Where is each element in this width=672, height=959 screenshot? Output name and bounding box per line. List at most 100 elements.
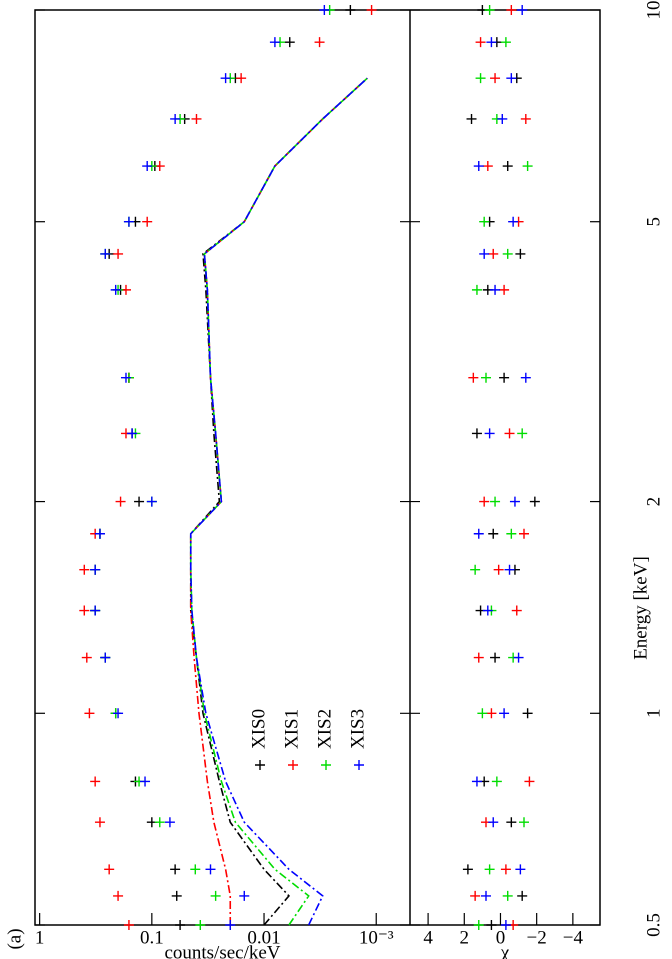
data-point bbox=[488, 817, 499, 828]
data-point bbox=[520, 372, 531, 383]
data-point bbox=[113, 708, 124, 719]
data-point bbox=[94, 528, 105, 539]
data-point bbox=[490, 284, 501, 295]
data-point bbox=[482, 605, 493, 616]
y-tick-label: −4 bbox=[563, 927, 584, 948]
legend-label: XIS2 bbox=[314, 709, 335, 749]
legend-marker bbox=[321, 760, 331, 770]
model-component bbox=[189, 77, 368, 926]
data-point bbox=[506, 73, 517, 84]
data-point bbox=[479, 216, 490, 227]
data-point bbox=[522, 708, 533, 719]
data-point bbox=[164, 817, 175, 828]
legend-marker bbox=[354, 760, 364, 770]
data-point bbox=[140, 776, 151, 787]
data-point bbox=[473, 161, 484, 172]
data-point bbox=[519, 528, 529, 539]
data-point bbox=[529, 496, 540, 507]
y-tick-label: 0 bbox=[496, 927, 506, 948]
data-point bbox=[190, 864, 201, 875]
x-tick-label: 2 bbox=[643, 497, 664, 507]
data-point bbox=[142, 161, 153, 172]
data-point bbox=[513, 652, 524, 663]
data-point bbox=[154, 817, 165, 828]
legend-label: XIS0 bbox=[248, 709, 269, 749]
data-point bbox=[484, 428, 495, 439]
data-point bbox=[115, 496, 126, 507]
data-point bbox=[100, 248, 111, 259]
data-point bbox=[500, 37, 511, 48]
x-axis-label: Energy [keV] bbox=[630, 556, 651, 660]
data-point bbox=[205, 864, 216, 875]
data-point bbox=[470, 890, 481, 901]
data-point bbox=[345, 5, 356, 15]
y-axis-label: χ bbox=[500, 942, 510, 959]
data-point bbox=[481, 372, 491, 383]
y-tick-label: 0.01 bbox=[247, 927, 280, 948]
data-point bbox=[123, 920, 134, 930]
data-point bbox=[500, 864, 511, 875]
data-point bbox=[517, 890, 528, 901]
data-point bbox=[488, 248, 499, 259]
data-point bbox=[479, 248, 490, 259]
data-point bbox=[475, 73, 486, 84]
x-tick-label: 10 bbox=[643, 1, 664, 20]
data-point bbox=[319, 5, 330, 15]
data-point bbox=[473, 920, 484, 930]
data-point bbox=[195, 920, 206, 930]
y-axis-label: counts/sec/keV bbox=[164, 942, 280, 959]
data-point bbox=[477, 708, 488, 719]
data-point bbox=[84, 708, 95, 719]
data-point bbox=[502, 890, 513, 901]
data-point bbox=[175, 920, 186, 930]
data-point bbox=[470, 564, 481, 575]
data-point bbox=[482, 161, 493, 172]
data-point bbox=[239, 890, 250, 901]
data-point bbox=[479, 496, 490, 507]
legend-marker bbox=[255, 760, 265, 770]
data-point bbox=[79, 564, 90, 575]
data-point bbox=[110, 284, 121, 295]
data-point bbox=[506, 817, 517, 828]
data-point bbox=[236, 73, 247, 84]
data-point bbox=[90, 605, 101, 616]
legend-label: XIS3 bbox=[347, 709, 368, 749]
data-point bbox=[524, 776, 535, 787]
data-point bbox=[490, 652, 501, 663]
data-point bbox=[484, 864, 495, 875]
model-component bbox=[189, 77, 368, 925]
data-point bbox=[225, 920, 236, 930]
data-point bbox=[284, 37, 295, 48]
data-point bbox=[493, 564, 504, 575]
data-point bbox=[506, 528, 517, 539]
data-point bbox=[486, 37, 497, 48]
data-point bbox=[509, 496, 520, 507]
data-point bbox=[473, 652, 484, 663]
data-point bbox=[504, 428, 515, 439]
data-point bbox=[473, 528, 484, 539]
data-point bbox=[491, 776, 502, 787]
legend-marker bbox=[288, 760, 298, 770]
data-point bbox=[314, 37, 325, 48]
data-point bbox=[366, 5, 377, 15]
data-point bbox=[146, 496, 157, 507]
panel-label: (a) bbox=[4, 928, 25, 949]
data-point bbox=[471, 428, 482, 439]
data-point bbox=[499, 372, 510, 383]
data-point bbox=[127, 428, 138, 439]
data-point bbox=[170, 113, 181, 124]
data-point bbox=[90, 564, 101, 575]
data-point bbox=[500, 920, 511, 930]
data-point bbox=[517, 428, 528, 439]
data-point bbox=[220, 73, 231, 84]
data-point bbox=[486, 920, 497, 930]
data-point bbox=[81, 652, 92, 663]
y-tick-label: 4 bbox=[423, 927, 433, 948]
data-point bbox=[522, 161, 533, 172]
data-point bbox=[502, 161, 513, 172]
x-tick-label: 5 bbox=[643, 217, 664, 227]
data-point bbox=[504, 564, 515, 575]
data-point bbox=[511, 605, 522, 616]
